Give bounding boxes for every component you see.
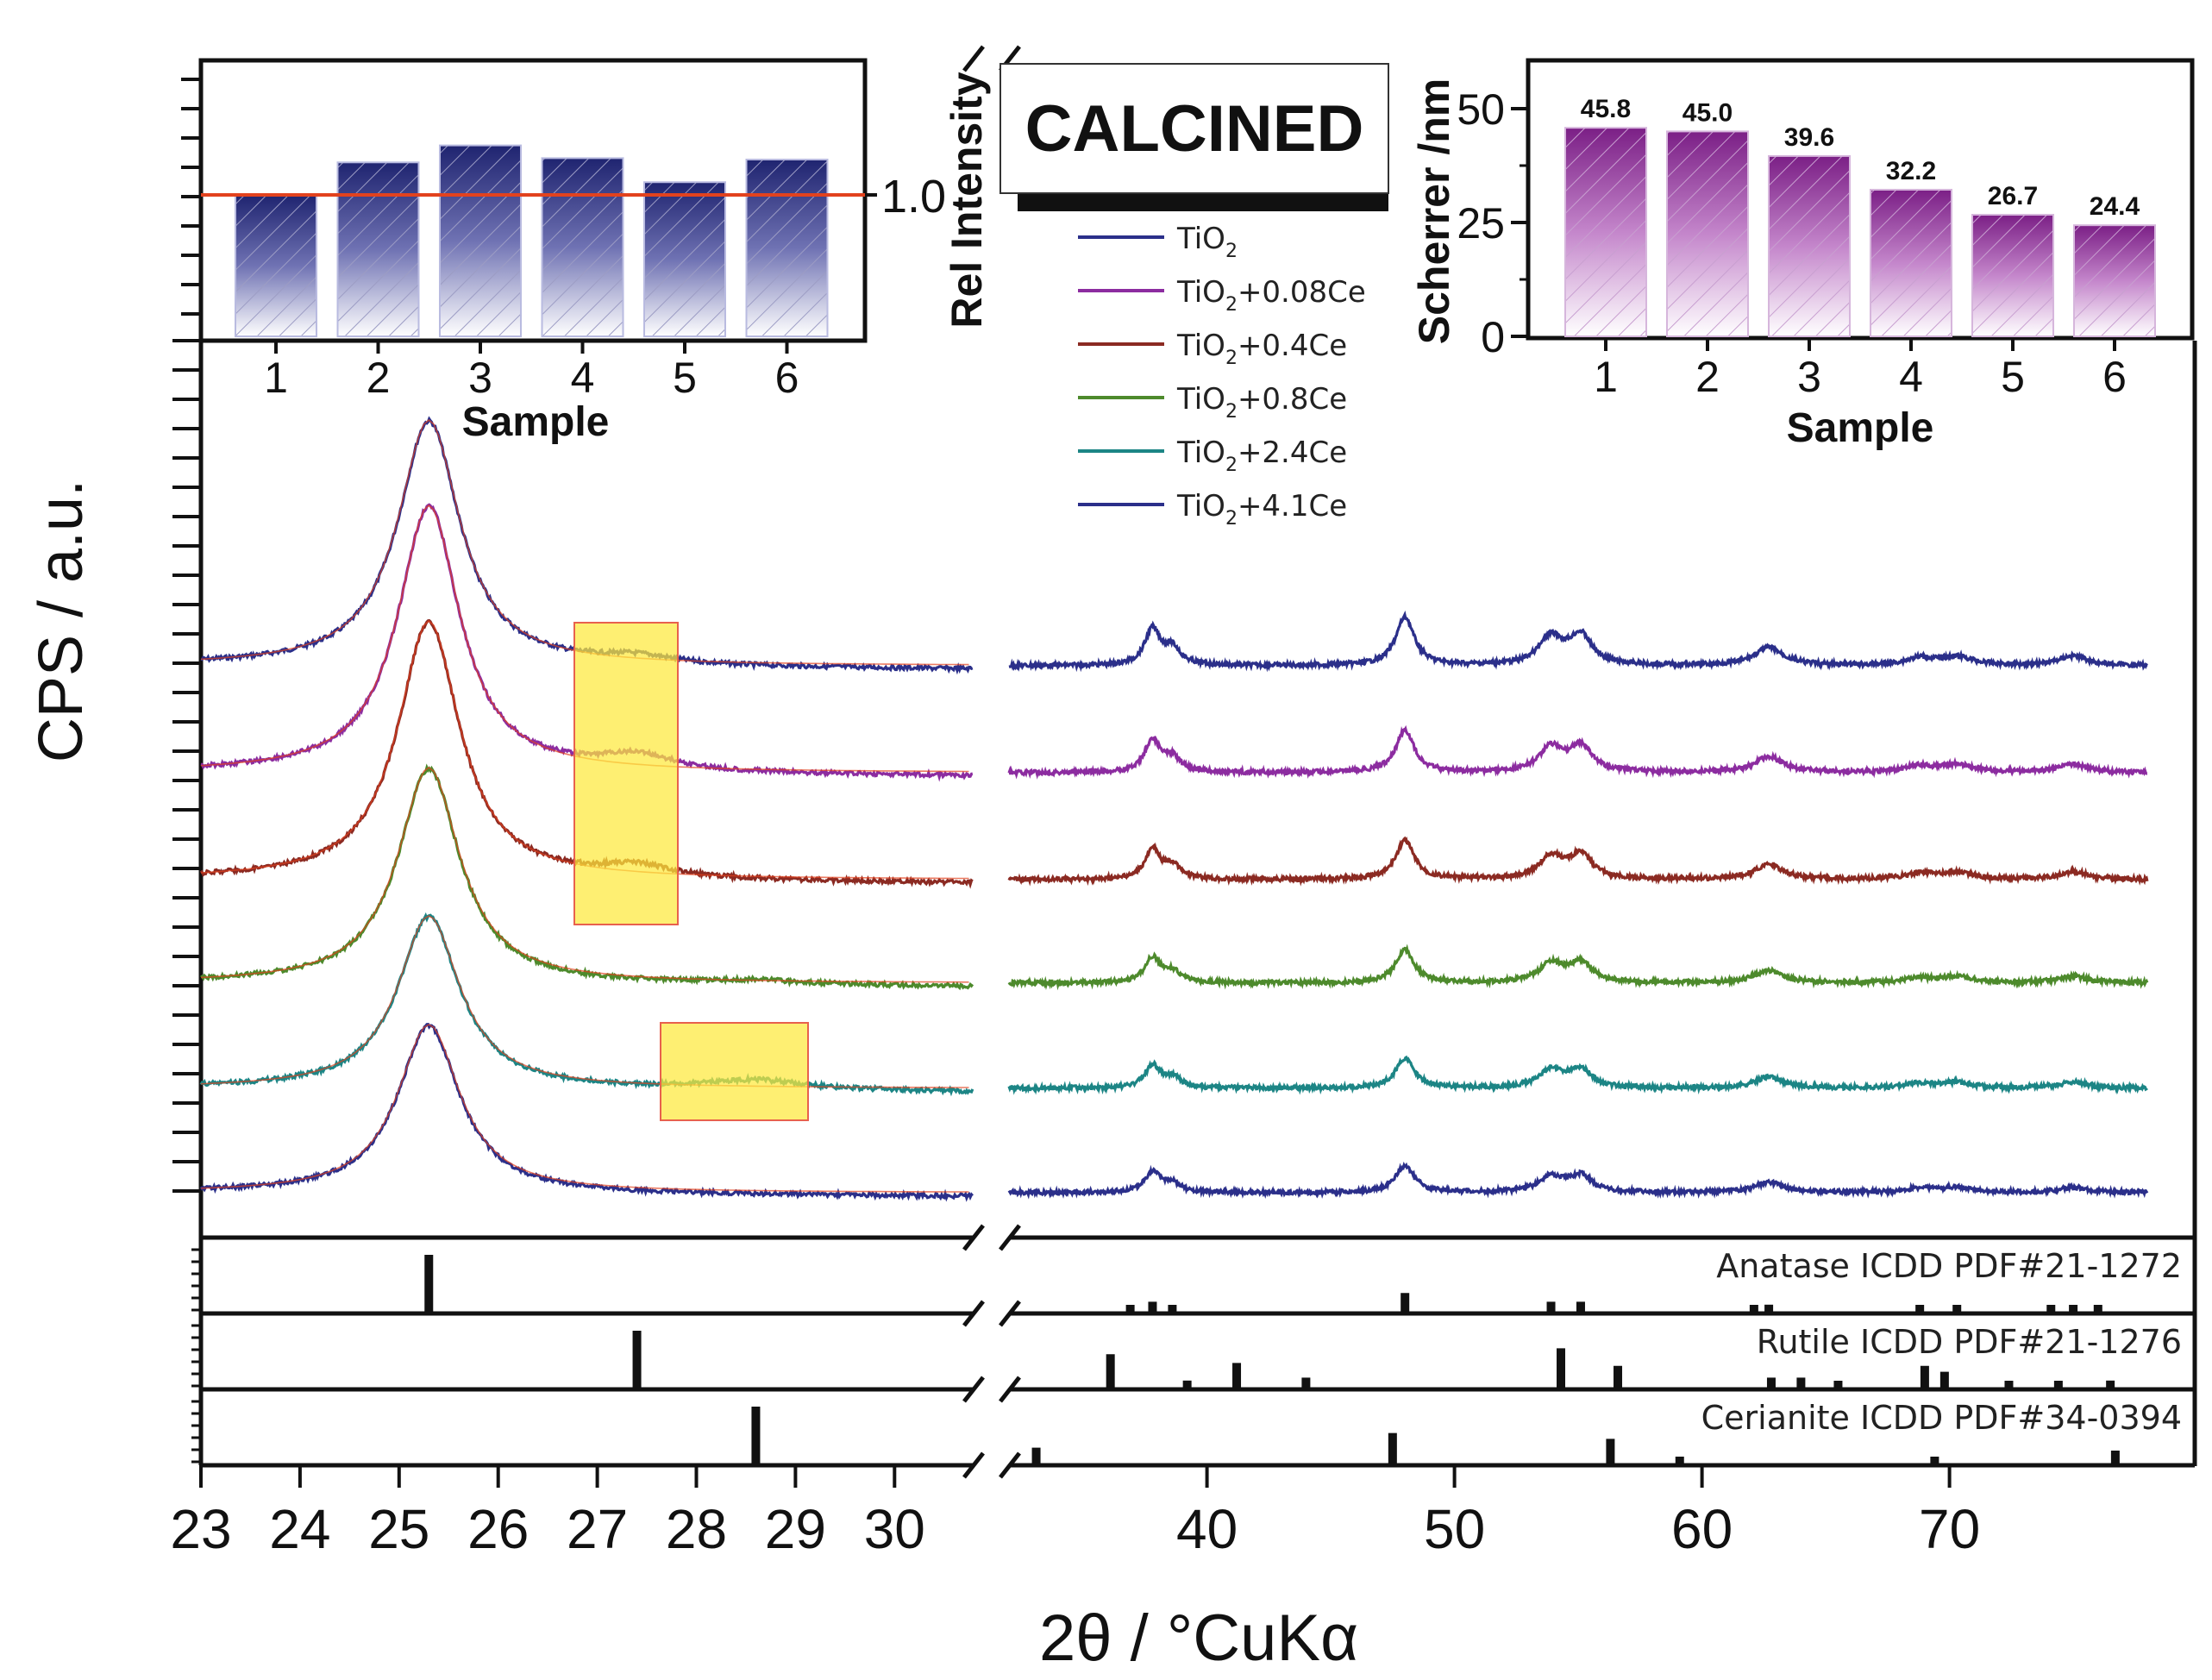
inset-left-x-tick-label: 4 (571, 354, 595, 402)
highlight-box-rutile (573, 622, 679, 925)
scherrer-value-label: 24.4 (2090, 192, 2140, 221)
rel-intensity-bar-hatch (643, 181, 726, 337)
scherrer-value-label: 26.7 (1988, 182, 2038, 210)
inset-right-x-tick-label: 3 (1797, 353, 1821, 401)
legend-label: TiO2 (1176, 222, 1238, 262)
x-tick-label: 24 (269, 1498, 330, 1560)
inset-right-frame (1526, 58, 2195, 341)
x-tick-label: 29 (765, 1498, 826, 1560)
main-plot-frame (198, 341, 2197, 1466)
x-tick-label: 25 (368, 1498, 429, 1560)
x-tick-label: 30 (864, 1498, 925, 1560)
xrd-trace-right (1007, 943, 2149, 991)
x-tick-label: 28 (666, 1498, 727, 1560)
xrd-trace-right (1007, 1055, 2148, 1095)
left-axis-ticks (172, 339, 201, 1193)
legend-label: TiO2+2.4Ce (1176, 436, 1347, 476)
rel-intensity-bar-hatch (541, 157, 624, 337)
xrd-traces (199, 416, 2149, 1202)
scherrer-value-label: 45.8 (1581, 95, 1631, 123)
inset-right-x-tick-label: 2 (1695, 353, 1720, 401)
ref-label: Rutile ICDD PDF#21-1276 (1757, 1323, 2182, 1361)
legend-label: TiO2+0.8Ce (1176, 382, 1347, 423)
inset-left-x-tick-label: 2 (367, 354, 391, 402)
xrd-trace-left (200, 763, 974, 991)
inset-right-ylabel: Scherrer /nm (1410, 78, 1458, 344)
legend-label: TiO2+4.1Ce (1176, 489, 1347, 530)
ref-label: Cerianite ICDD PDF#34-0394 (1701, 1399, 2182, 1437)
inset-right-x-tick-label: 5 (2001, 353, 2025, 401)
reference-panels: Anatase ICDD PDF#21-1272 Rutile ICDD PDF#… (191, 1238, 2195, 1468)
inset-right-y-tick-label: 25 (1457, 199, 1505, 248)
x-tick-label: 40 (1176, 1498, 1238, 1560)
inset-right-x-tick-label: 1 (1594, 353, 1618, 401)
rel-intensity-bar-hatch (745, 159, 829, 337)
inset-left-frame (198, 58, 868, 343)
xrd-trace-right (1008, 610, 2148, 673)
xrd-trace-right (1007, 724, 2148, 780)
inset-right-x-tick-label: 4 (1899, 353, 1923, 401)
xrd-trace-left (199, 912, 974, 1097)
legend-label: TiO2+0.08Ce (1176, 275, 1366, 316)
inset-left-ylabel: Rel Intensity (943, 72, 991, 328)
inset-right-y-tick-label: 50 (1457, 85, 1505, 134)
inset-scherrer: 45.8 1 45.0 2 39.6 3 32.2 4 26.7 5 24.4 6 0 25 50 Sche… (1410, 58, 2195, 451)
scherrer-bar-hatch (1564, 127, 1647, 337)
x-tick-label: 27 (567, 1498, 628, 1560)
calcined-stamp: CALCINED (999, 63, 1389, 211)
x-tick-label: 70 (1919, 1498, 1980, 1560)
fit-line (200, 1024, 969, 1193)
x-tick-label: 60 (1671, 1498, 1733, 1560)
inset-left-x-tick-label: 3 (468, 354, 492, 402)
xrd-trace-right (1007, 1161, 2149, 1200)
highlight-box-ceria (660, 1022, 809, 1121)
scherrer-bar-hatch (1768, 154, 1851, 337)
scherrer-bar-hatch (1666, 130, 1749, 337)
inset-left-x-tick-label: 6 (775, 354, 799, 402)
ref-label: Anatase ICDD PDF#21-1272 (1716, 1247, 2182, 1285)
inset-right-y-tick-label: 0 (1481, 313, 1505, 361)
scherrer-value-label: 32.2 (1886, 157, 1936, 185)
rel-intensity-bar-hatch (235, 194, 317, 337)
inset-left-ref-value: 1.0 (881, 171, 946, 223)
inset-right-x-tick-label: 6 (2102, 353, 2127, 401)
inset-right-xlabel: Sample (1787, 405, 1934, 451)
y-axis-label: CPS / a.u. (27, 480, 96, 762)
stamp-text: CALCINED (1025, 92, 1364, 166)
fit-line (200, 915, 969, 1088)
rel-intensity-bar-hatch (439, 144, 522, 337)
legend-label: TiO2+0.4Ce (1176, 329, 1347, 369)
scherrer-value-label: 39.6 (1784, 123, 1834, 152)
scherrer-bar-hatch (1971, 214, 2054, 337)
legend: TiO2 TiO2+0.08Ce TiO2+0.4Ce TiO2+0.8Ce TiO2+… (1078, 222, 1366, 530)
rel-intensity-bar-hatch (336, 161, 420, 337)
x-tick-label: 26 (467, 1498, 529, 1560)
x-tick-label: 50 (1424, 1498, 1485, 1560)
inset-left-x-tick-label: 1 (264, 354, 288, 402)
x-axis-label: 2θ / °CuKα (1039, 1602, 1358, 1675)
x-axis-ticks: 23 24 25 26 27 28 29 30 40 50 60 70 (170, 1463, 2195, 1560)
inset-relative-intensity: 1 2 3 4 5 6 1.0 Rel Intensity Sample (181, 58, 991, 445)
x-tick-label: 23 (170, 1498, 231, 1560)
xrd-trace-left (199, 1023, 974, 1202)
xrd-trace-right (1007, 836, 2149, 887)
inset-left-x-tick-label: 5 (673, 354, 697, 402)
scherrer-value-label: 45.0 (1682, 98, 1733, 127)
scherrer-bar-hatch (1870, 188, 1952, 337)
inset-left-xlabel: Sample (462, 399, 610, 445)
scherrer-bar-hatch (2073, 224, 2156, 337)
fit-line (200, 767, 969, 983)
